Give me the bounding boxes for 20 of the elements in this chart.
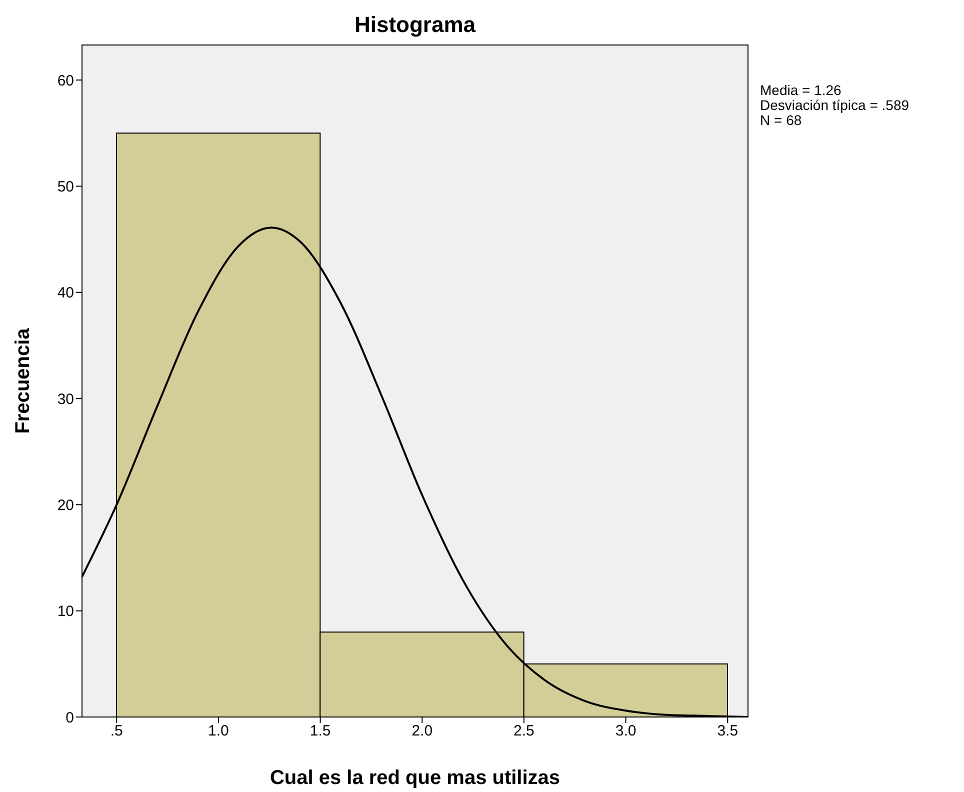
- x-tick-label: 3.5: [717, 722, 738, 740]
- y-tick-label: 60: [57, 72, 74, 90]
- text: Media = 1.26: [760, 82, 842, 98]
- text: N = 68: [760, 112, 803, 128]
- text: Desviación típica = .589: [760, 97, 910, 113]
- x-tick-label: .5: [110, 722, 123, 740]
- y-tick-label: 50: [57, 178, 74, 196]
- y-tick-label: 40: [57, 284, 74, 302]
- y-tick-label: 10: [57, 603, 74, 620]
- x-tick-label: 3.0: [615, 722, 636, 740]
- y-tick-label: 0: [66, 709, 74, 726]
- y-tick-label: 30: [57, 390, 74, 408]
- y-tick-label: 20: [57, 497, 74, 514]
- x-tick-label: 1.5: [310, 722, 331, 740]
- x-axis-title: Cual es la red que mas utilizas: [270, 767, 560, 789]
- x-tick-label: 2.0: [412, 722, 433, 740]
- x-tick-label: 2.5: [514, 722, 534, 740]
- x-tick-label: 1.0: [208, 722, 229, 740]
- y-axis-title: Frecuencia: [12, 327, 34, 434]
- chart-title: Histograma: [353, 12, 477, 38]
